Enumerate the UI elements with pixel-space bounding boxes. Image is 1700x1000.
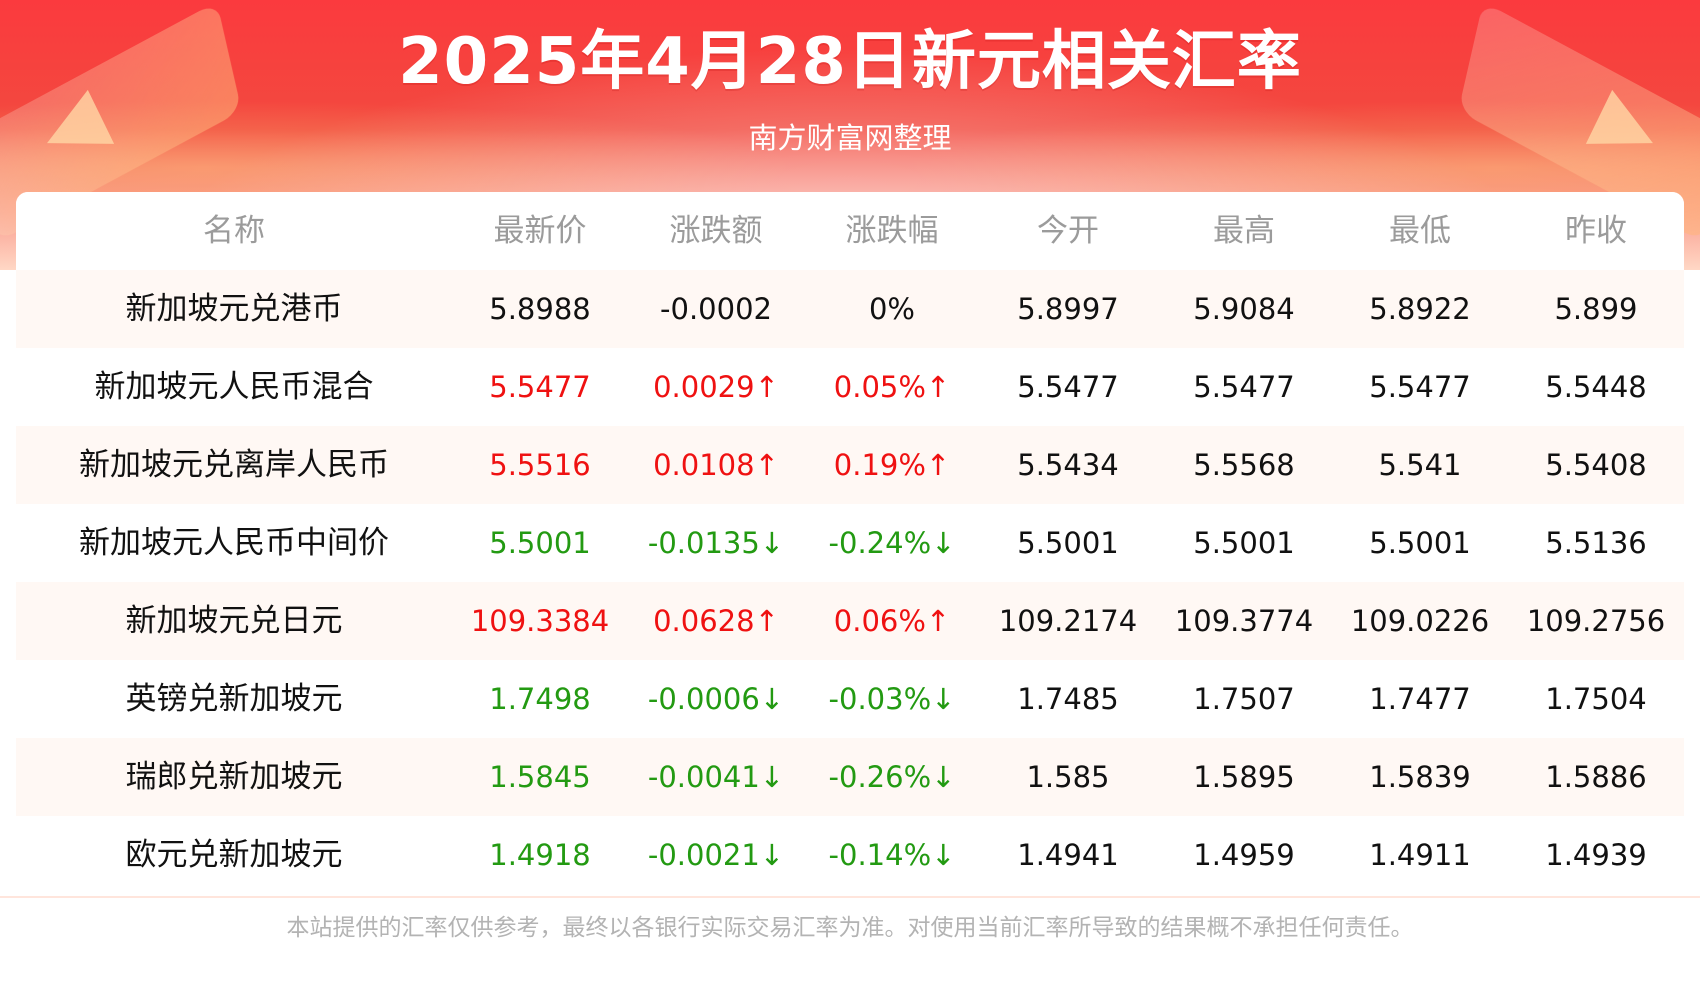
low-price: 5.5001: [1369, 526, 1471, 560]
previous-close: 1.7504: [1545, 682, 1647, 716]
currency-pair-name: 新加坡元兑港币: [125, 291, 343, 327]
column-header-name: 名称: [203, 213, 265, 249]
latest-price: 109.3384: [470, 604, 610, 638]
low-price: 1.7477: [1369, 682, 1471, 716]
change-percent: -0.03%↓: [828, 682, 956, 716]
table-row: 新加坡元人民币混合 5.5477 0.0029↑ 0.05%↑ 5.5477 5…: [16, 348, 1684, 426]
currency-pair-name: 瑞郎兑新加坡元: [125, 759, 343, 795]
page-title: 2025年4月28日新元相关汇率: [398, 25, 1302, 99]
latest-price: 5.5001: [489, 526, 591, 560]
previous-close: 5.5408: [1545, 448, 1647, 482]
change-amount: 0.0628↑: [653, 604, 779, 638]
low-price: 109.0226: [1350, 604, 1490, 638]
latest-price: 1.7498: [489, 682, 591, 716]
table-row: 新加坡元兑港币 5.8988 -0.0002 0% 5.8997 5.9084 …: [16, 270, 1684, 348]
low-price: 5.8922: [1369, 292, 1471, 326]
table-row: 新加坡元人民币中间价 5.5001 -0.0135↓ -0.24%↓ 5.500…: [16, 504, 1684, 582]
disclaimer-text: 本站提供的汇率仅供参考，最终以各银行实际交易汇率为准。对使用当前汇率所导致的结果…: [286, 915, 1414, 941]
low-price: 5.5477: [1369, 370, 1471, 404]
high-price: 5.5568: [1193, 448, 1295, 482]
column-header-previous-close: 昨收: [1565, 213, 1627, 249]
change-percent: -0.26%↓: [828, 760, 956, 794]
table-row: 新加坡元兑离岸人民币 5.5516 0.0108↑ 0.19%↑ 5.5434 …: [16, 426, 1684, 504]
low-price: 1.5839: [1369, 760, 1471, 794]
column-header-open: 今开: [1037, 213, 1099, 249]
table-header-row: 名称 最新价 涨跌额 涨跌幅 今开 最高 最低 昨收: [16, 192, 1684, 270]
latest-price: 1.4918: [489, 838, 591, 872]
previous-close: 5.5448: [1545, 370, 1647, 404]
low-price: 1.4911: [1369, 838, 1471, 872]
change-percent: -0.14%↓: [828, 838, 956, 872]
high-price: 1.5895: [1193, 760, 1295, 794]
open-price: 5.5477: [1017, 370, 1119, 404]
change-amount: -0.0021↓: [647, 838, 785, 872]
currency-pair-name: 新加坡元兑日元: [125, 603, 343, 639]
change-amount: -0.0041↓: [647, 760, 785, 794]
open-price: 5.5001: [1017, 526, 1119, 560]
latest-price: 5.8988: [489, 292, 591, 326]
open-price: 109.2174: [998, 604, 1138, 638]
high-price: 5.5001: [1193, 526, 1295, 560]
table-row: 新加坡元兑日元 109.3384 0.0628↑ 0.06%↑ 109.2174…: [16, 582, 1684, 660]
column-header-change: 涨跌额: [669, 213, 763, 249]
open-price: 5.5434: [1017, 448, 1119, 482]
footer-divider: [0, 896, 1700, 898]
change-percent: 0.19%↑: [833, 448, 951, 482]
table-row: 瑞郎兑新加坡元 1.5845 -0.0041↓ -0.26%↓ 1.585 1.…: [16, 738, 1684, 816]
change-percent: 0.06%↑: [833, 604, 951, 638]
change-percent: -0.24%↓: [828, 526, 956, 560]
open-price: 1.585: [1026, 760, 1110, 794]
open-price: 1.4941: [1017, 838, 1119, 872]
high-price: 1.7507: [1193, 682, 1295, 716]
table-body: 名称 最新价 涨跌额 涨跌幅 今开 最高 最低 昨收 新加坡元兑港币 5.898…: [16, 192, 1684, 896]
previous-close: 5.5136: [1545, 526, 1647, 560]
change-amount: -0.0002: [660, 292, 772, 326]
currency-pair-name: 新加坡元人民币中间价: [79, 525, 389, 561]
column-header-low: 最低: [1389, 213, 1451, 249]
currency-pair-name: 英镑兑新加坡元: [125, 681, 343, 717]
column-header-high: 最高: [1213, 213, 1275, 249]
change-percent: 0.05%↑: [833, 370, 951, 404]
table-row: 欧元兑新加坡元 1.4918 -0.0021↓ -0.14%↓ 1.4941 1…: [16, 816, 1684, 894]
low-price: 5.541: [1378, 448, 1462, 482]
high-price: 5.9084: [1193, 292, 1295, 326]
change-percent: 0%: [868, 292, 915, 326]
change-amount: 0.0108↑: [653, 448, 779, 482]
high-price: 5.5477: [1193, 370, 1295, 404]
column-header-change-percent: 涨跌幅: [845, 213, 939, 249]
latest-price: 5.5516: [489, 448, 591, 482]
exchange-rate-table: 南方财富网 Southmoney.com 名称 最新价 涨跌额 涨跌幅 今开 最…: [16, 192, 1684, 896]
currency-pair-name: 新加坡元兑离岸人民币: [79, 447, 389, 483]
previous-close: 1.4939: [1545, 838, 1647, 872]
page-subtitle: 南方财富网整理: [748, 121, 952, 155]
currency-pair-name: 新加坡元人民币混合: [94, 369, 374, 405]
high-price: 1.4959: [1193, 838, 1295, 872]
column-header-latest-price: 最新价: [493, 213, 587, 249]
change-amount: -0.0006↓: [647, 682, 785, 716]
open-price: 5.8997: [1017, 292, 1119, 326]
currency-pair-name: 欧元兑新加坡元: [125, 837, 343, 873]
previous-close: 5.899: [1554, 292, 1638, 326]
open-price: 1.7485: [1017, 682, 1119, 716]
high-price: 109.3774: [1174, 604, 1314, 638]
latest-price: 5.5477: [489, 370, 591, 404]
latest-price: 1.5845: [489, 760, 591, 794]
previous-close: 109.2756: [1526, 604, 1666, 638]
table-row: 英镑兑新加坡元 1.7498 -0.0006↓ -0.03%↓ 1.7485 1…: [16, 660, 1684, 738]
change-amount: -0.0135↓: [647, 526, 785, 560]
previous-close: 1.5886: [1545, 760, 1647, 794]
change-amount: 0.0029↑: [653, 370, 779, 404]
